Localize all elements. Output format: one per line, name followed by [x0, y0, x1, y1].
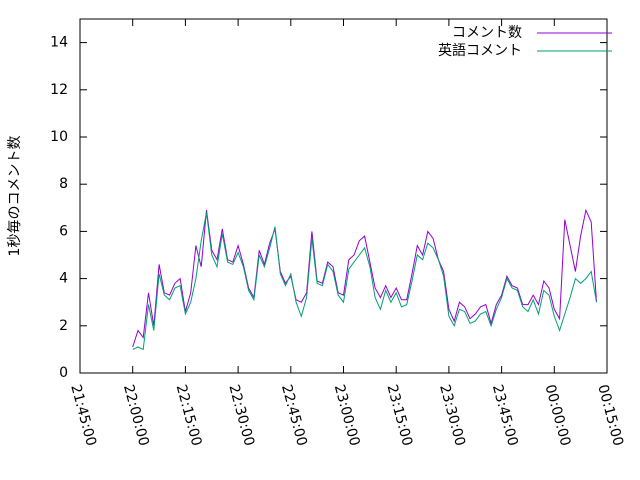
x-tick-label: 23:30:00 [436, 383, 468, 448]
y-tick-label: 0 [59, 365, 68, 381]
line-series [132, 212, 597, 351]
y-tick-label: 10 [50, 129, 68, 145]
y-tick-label: 2 [59, 318, 68, 334]
x-tick-label: 22:15:00 [173, 383, 205, 448]
y-tick-label: 14 [50, 35, 68, 51]
line-series [132, 208, 597, 348]
x-tick-label: 00:15:00 [594, 383, 626, 448]
x-tick-label: 22:45:00 [278, 383, 310, 448]
legend-label: 英語コメント [438, 42, 522, 59]
y-tick-label: 8 [59, 176, 68, 192]
x-tick-label: 23:15:00 [383, 383, 415, 448]
y-tick-label: 12 [50, 82, 68, 98]
legend-label: コメント数 [452, 25, 522, 41]
x-tick-label: 00:00:00 [542, 383, 574, 448]
y-tick-label: 6 [59, 223, 68, 239]
x-tick-label: 23:00:00 [331, 383, 363, 448]
y-axis-label: 1秒毎のコメント数 [7, 136, 23, 257]
x-tick-label: 22:00:00 [120, 383, 152, 448]
x-tick-label: 21:45:00 [67, 383, 99, 448]
plot-frame [79, 18, 608, 374]
y-tick-label: 4 [59, 271, 68, 287]
x-tick-label: 23:45:00 [489, 383, 521, 448]
x-tick-label: 22:30:00 [225, 383, 257, 448]
